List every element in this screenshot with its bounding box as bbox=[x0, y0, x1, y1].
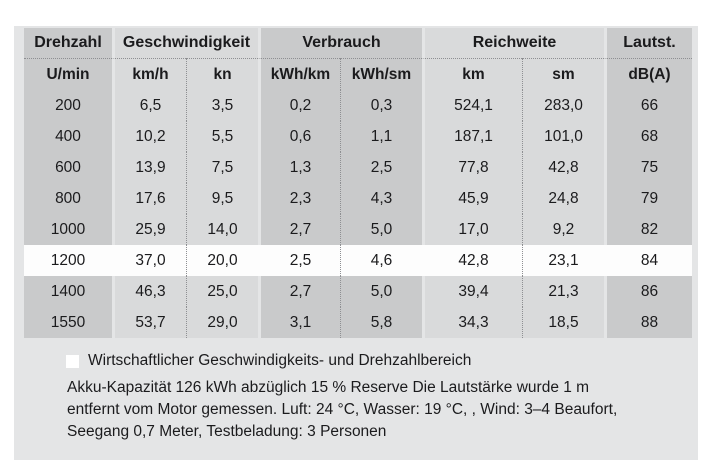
table-group-header-row: Drehzahl Geschwindigkeit Verbrauch Reichwei… bbox=[24, 28, 692, 58]
table-cell: 5,8 bbox=[340, 307, 422, 338]
column-group-header: Drehzahl bbox=[24, 28, 112, 58]
table-cell: 0,6 bbox=[258, 121, 340, 152]
table-row: 800 17,6 9,5 2,3 4,3 45,9 24,8 79 bbox=[24, 183, 692, 214]
table-cell: 1000 bbox=[24, 214, 112, 245]
legend-label: Wirtschaftlicher Geschwindigkeits- und D… bbox=[88, 352, 472, 369]
table-cell: 79 bbox=[604, 183, 692, 214]
table-cell: 1,1 bbox=[340, 121, 422, 152]
table-row: 1400 46,3 25,0 2,7 5,0 39,4 21,3 86 bbox=[24, 276, 692, 307]
column-unit-header: kWh/sm bbox=[340, 58, 422, 90]
table-cell: 37,0 bbox=[112, 245, 186, 276]
table-row: 1550 53,7 29,0 3,1 5,8 34,3 18,5 88 bbox=[24, 307, 692, 338]
table-cell: 29,0 bbox=[186, 307, 258, 338]
table-cell: 101,0 bbox=[522, 121, 604, 152]
table-cell: 7,5 bbox=[186, 152, 258, 183]
table-cell: 17,0 bbox=[422, 214, 522, 245]
table-cell: 6,5 bbox=[112, 90, 186, 121]
table-cell: 2,3 bbox=[258, 183, 340, 214]
footnote-line: Seegang 0,7 Meter, Testbeladung: 3 Perso… bbox=[67, 423, 387, 440]
table-row: 1000 25,9 14,0 2,7 5,0 17,0 9,2 82 bbox=[24, 214, 692, 245]
table-units-row: U/min km/h kn kWh/km kWh/sm km sm dB(A) bbox=[24, 58, 692, 90]
table-cell: 39,4 bbox=[422, 276, 522, 307]
table-cell: 1,3 bbox=[258, 152, 340, 183]
table-cell: 82 bbox=[604, 214, 692, 245]
table-cell: 5,0 bbox=[340, 214, 422, 245]
column-unit-header: dB(A) bbox=[604, 58, 692, 90]
table-cell: 25,0 bbox=[186, 276, 258, 307]
table-cell: 2,5 bbox=[340, 152, 422, 183]
table-row: 200 6,5 3,5 0,2 0,3 524,1 283,0 66 bbox=[24, 90, 692, 121]
table-cell: 9,5 bbox=[186, 183, 258, 214]
spec-panel: Drehzahl Geschwindigkeit Verbrauch Reichwei… bbox=[14, 26, 698, 460]
table-cell: 200 bbox=[24, 90, 112, 121]
table-cell: 2,5 bbox=[258, 245, 340, 276]
column-group-header: Verbrauch bbox=[258, 28, 422, 58]
column-unit-header: sm bbox=[522, 58, 604, 90]
footnote-line: entfernt vom Motor gemessen. Luft: 24 °C… bbox=[67, 401, 618, 418]
table-cell: 5,5 bbox=[186, 121, 258, 152]
table-cell: 42,8 bbox=[522, 152, 604, 183]
table-cell: 21,3 bbox=[522, 276, 604, 307]
table-cell: 34,3 bbox=[422, 307, 522, 338]
table-cell: 1550 bbox=[24, 307, 112, 338]
table-cell: 400 bbox=[24, 121, 112, 152]
column-unit-header: km/h bbox=[112, 58, 186, 90]
table-cell: 9,2 bbox=[522, 214, 604, 245]
table-row: 400 10,2 5,5 0,6 1,1 187,1 101,0 68 bbox=[24, 121, 692, 152]
table-cell: 14,0 bbox=[186, 214, 258, 245]
table-cell: 1400 bbox=[24, 276, 112, 307]
column-group-header: Lautst. bbox=[604, 28, 692, 58]
table-cell: 42,8 bbox=[422, 245, 522, 276]
column-unit-header: km bbox=[422, 58, 522, 90]
table-cell: 5,0 bbox=[340, 276, 422, 307]
performance-table: Drehzahl Geschwindigkeit Verbrauch Reichwei… bbox=[24, 28, 692, 338]
legend: Wirtschaftlicher Geschwindigkeits- und D… bbox=[66, 352, 698, 370]
table-cell: 84 bbox=[604, 245, 692, 276]
table-body: 200 6,5 3,5 0,2 0,3 524,1 283,0 66 400 10,2 5,5 0,6… bbox=[24, 90, 692, 338]
table-cell: 66 bbox=[604, 90, 692, 121]
table-cell: 18,5 bbox=[522, 307, 604, 338]
table-cell: 283,0 bbox=[522, 90, 604, 121]
table-cell: 13,9 bbox=[112, 152, 186, 183]
table-cell: 23,1 bbox=[522, 245, 604, 276]
table-cell: 3,1 bbox=[258, 307, 340, 338]
footnote: Akku-Kapazität 126 kWh abzüglich 15 % Re… bbox=[67, 377, 698, 443]
table-cell: 75 bbox=[604, 152, 692, 183]
legend-swatch-icon bbox=[66, 354, 79, 368]
table-row: 600 13,9 7,5 1,3 2,5 77,8 42,8 75 bbox=[24, 152, 692, 183]
table-cell: 0,2 bbox=[258, 90, 340, 121]
table-cell: 10,2 bbox=[112, 121, 186, 152]
column-group-header: Reichweite bbox=[422, 28, 604, 58]
table-cell: 17,6 bbox=[112, 183, 186, 214]
column-unit-header: U/min bbox=[24, 58, 112, 90]
table-cell: 24,8 bbox=[522, 183, 604, 214]
table-cell: 53,7 bbox=[112, 307, 186, 338]
table-cell: 4,3 bbox=[340, 183, 422, 214]
table-cell: 25,9 bbox=[112, 214, 186, 245]
table-cell: 77,8 bbox=[422, 152, 522, 183]
table-cell: 3,5 bbox=[186, 90, 258, 121]
table-cell: 88 bbox=[604, 307, 692, 338]
table-cell: 1200 bbox=[24, 245, 112, 276]
footnote-line: Akku-Kapazität 126 kWh abzüglich 15 % Re… bbox=[67, 379, 590, 396]
table-cell: 0,3 bbox=[340, 90, 422, 121]
table-cell: 4,6 bbox=[340, 245, 422, 276]
table-cell: 20,0 bbox=[186, 245, 258, 276]
table-cell: 800 bbox=[24, 183, 112, 214]
column-group-header: Geschwindigkeit bbox=[112, 28, 258, 58]
table-cell: 187,1 bbox=[422, 121, 522, 152]
table-cell: 600 bbox=[24, 152, 112, 183]
table-cell: 2,7 bbox=[258, 214, 340, 245]
table-row-highlighted: 1200 37,0 20,0 2,5 4,6 42,8 23,1 84 bbox=[24, 245, 692, 276]
table-cell: 86 bbox=[604, 276, 692, 307]
table-cell: 524,1 bbox=[422, 90, 522, 121]
table-cell: 45,9 bbox=[422, 183, 522, 214]
table-cell: 68 bbox=[604, 121, 692, 152]
table-cell: 46,3 bbox=[112, 276, 186, 307]
column-unit-header: kn bbox=[186, 58, 258, 90]
table-cell: 2,7 bbox=[258, 276, 340, 307]
column-unit-header: kWh/km bbox=[258, 58, 340, 90]
